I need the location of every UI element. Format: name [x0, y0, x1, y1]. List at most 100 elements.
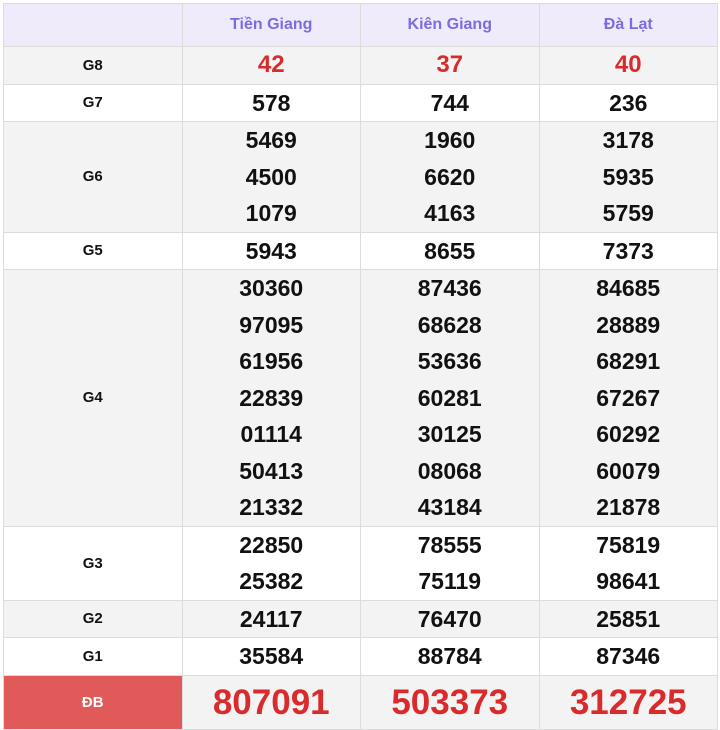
prize-number: 24117: [239, 605, 303, 632]
prize-number: 68291: [596, 348, 661, 374]
prize-cell: 87346: [538, 637, 718, 676]
prize-number: 30125: [417, 421, 482, 447]
prize-number: 60281: [417, 384, 482, 411]
prize-label: G3: [3, 525, 183, 601]
prize-number: 53636: [417, 348, 482, 374]
prize-number: 5943: [245, 237, 297, 264]
prize-number: 75119: [418, 568, 482, 594]
prize-number: 28889: [596, 311, 661, 338]
prize-number: 98641: [596, 568, 661, 594]
prize-number: 8655: [424, 237, 476, 264]
prize-number: 01114: [240, 421, 302, 447]
province-kien-giang: Kiên Giang: [360, 3, 540, 47]
prize-number: 40: [614, 51, 642, 78]
prize-number: 4163: [424, 200, 476, 226]
prize-number: 76470: [417, 605, 482, 632]
prize-number: 22850: [239, 531, 304, 558]
prize-row-g7: G7 578 744 236: [3, 83, 718, 122]
prize-number: 236: [609, 89, 648, 116]
prize-cell: 807091: [181, 674, 361, 730]
prize-number: 25382: [239, 568, 304, 594]
prize-number: 5469: [245, 127, 297, 153]
prize-cell: 76470: [360, 599, 540, 638]
prize-cell: 8655: [360, 231, 540, 270]
prize-number: 5759: [602, 200, 654, 226]
prize-number: 1079: [245, 200, 297, 226]
prize-cell: 578: [181, 83, 361, 122]
prize-cell: 42: [181, 46, 361, 85]
prize-number: 25851: [596, 605, 661, 632]
prize-label: G6: [3, 121, 183, 233]
prize-number: 75819: [596, 531, 661, 558]
prize-cell: 37: [360, 46, 540, 85]
prize-cell: 35584: [181, 637, 361, 676]
prize-row-g2: G2 24117 76470 25851: [3, 599, 718, 638]
prize-number: 87346: [596, 643, 661, 669]
prize-number: 21332: [239, 494, 304, 520]
prize-number: 4500: [245, 163, 297, 190]
prize-number: 68628: [417, 311, 482, 338]
prize-row-g8: G8 42 37 40: [3, 46, 718, 85]
prize-cell: 3178 5935 5759: [538, 121, 718, 233]
prize-number: 312725: [569, 682, 687, 722]
prize-label: G7: [3, 83, 183, 122]
lottery-results-table: Tiền Giang Kiên Giang Đà Lạt G8 42 37 40 G7 5…: [3, 3, 718, 730]
prize-row-g3: G3 22850 25382 78555 75119 75819 98641: [3, 525, 718, 601]
prize-label: G1: [3, 637, 183, 676]
prize-label: ĐB: [3, 674, 183, 730]
prize-number: 42: [257, 51, 285, 78]
prize-number: 60079: [596, 457, 661, 484]
province-da-lat: Đà Lạt: [538, 3, 718, 47]
header-row: Tiền Giang Kiên Giang Đà Lạt: [3, 3, 718, 47]
prize-row-đb: ĐB 807091 503373 312725: [3, 674, 718, 730]
prize-number: 807091: [212, 682, 330, 722]
province-tien-giang: Tiền Giang: [181, 3, 361, 47]
prize-number: 78555: [417, 531, 482, 558]
prize-number: 61956: [239, 348, 304, 374]
prize-cell: 236: [538, 83, 718, 122]
prize-cell: 84685 28889 68291 67267 60292 60079 21878: [538, 269, 718, 527]
prize-number: 08068: [417, 457, 482, 484]
prize-cell: 75819 98641: [538, 525, 718, 601]
prize-number: 88784: [417, 643, 482, 669]
prize-cell: 744: [360, 83, 540, 122]
prize-row-g6: G6 5469 4500 1079 1960 6620 4163 3178 5935 5759: [3, 121, 718, 233]
prize-cell: 30360 97095 61956 22839 01114 50413 21332: [181, 269, 361, 527]
prize-cell: 25851: [538, 599, 718, 638]
prize-number: 1960: [424, 127, 476, 153]
prize-number: 35584: [239, 643, 304, 669]
prize-number: 30360: [239, 275, 304, 301]
prize-number: 5935: [602, 163, 654, 190]
prize-cell: 24117: [181, 599, 361, 638]
prize-number: 37: [436, 51, 464, 78]
prize-row-g5: G5 5943 8655 7373: [3, 231, 718, 270]
prize-cell: 22850 25382: [181, 525, 361, 601]
prize-number: 84685: [596, 275, 661, 301]
prize-label: G2: [3, 599, 183, 638]
prize-cell: 87436 68628 53636 60281 30125 08068 43184: [360, 269, 540, 527]
prize-number: 43184: [417, 494, 482, 520]
prize-number: 21878: [596, 494, 661, 520]
prize-cell: 503373: [360, 674, 540, 730]
prize-number: 50413: [239, 457, 304, 484]
prize-row-g4: G4 30360 97095 61956 22839 01114 50413 21332 874…: [3, 269, 718, 527]
prize-number: 7373: [602, 237, 654, 264]
prize-cell: 40: [538, 46, 718, 85]
prize-row-g1: G1 35584 88784 87346: [3, 637, 718, 676]
prize-number: 87436: [417, 275, 482, 301]
prize-cell: 1960 6620 4163: [360, 121, 540, 233]
prize-number: 503373: [391, 682, 509, 722]
prize-number: 3178: [602, 127, 654, 153]
prize-label: G4: [3, 269, 183, 527]
prize-cell: 7373: [538, 231, 718, 270]
prize-number: 744: [430, 89, 469, 116]
prize-cell: 78555 75119: [360, 525, 540, 601]
prize-number: 578: [252, 89, 291, 116]
prize-label: G5: [3, 231, 183, 270]
prize-number: 97095: [239, 311, 304, 338]
prize-cell: 312725: [538, 674, 718, 730]
prize-number: 6620: [424, 163, 476, 190]
prize-label: G8: [3, 46, 183, 85]
prize-number: 67267: [596, 384, 661, 411]
prize-cell: 5469 4500 1079: [181, 121, 361, 233]
